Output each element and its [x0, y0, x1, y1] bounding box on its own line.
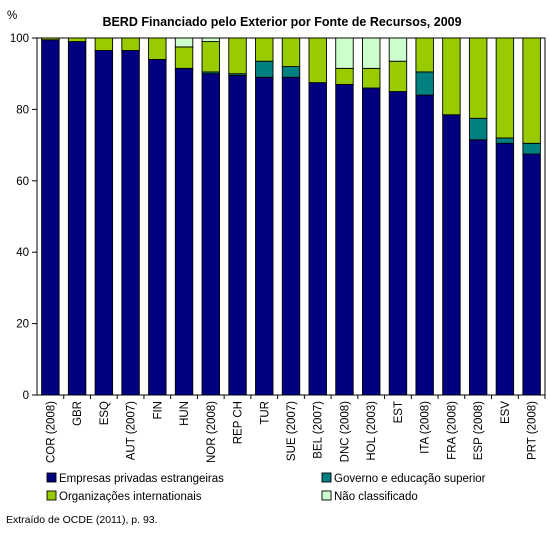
bar-segment-1: [255, 76, 274, 396]
x-tick-label: REP CH: [233, 401, 245, 444]
bar-segment-3: [174, 46, 194, 69]
bar-segment-3: [442, 37, 461, 116]
x-tick-label: PRT (2008): [527, 401, 539, 460]
bar-segment-3: [94, 37, 114, 51]
bar-segment-1: [415, 94, 434, 396]
legend-label: Governo e educação superior: [334, 473, 486, 485]
bar-segment-3: [281, 37, 301, 68]
bar-segment-1: [495, 142, 515, 396]
bar-segment-1: [362, 87, 381, 396]
x-tick-label: AUT (2007): [126, 401, 138, 460]
legend-label: Organizações internationais: [59, 491, 202, 503]
x-tick-label: HOL (2003): [366, 401, 378, 461]
bar-segment-1: [121, 50, 140, 396]
x-tick-label: HUN: [179, 401, 191, 426]
bar-segment-4: [388, 37, 408, 62]
legend-label: Não classificado: [334, 491, 418, 503]
y-tick-label: 40: [16, 247, 29, 259]
bar-segment-3: [255, 37, 274, 62]
x-tick-label: FRA (2008): [446, 401, 458, 460]
bar-segment-1: [442, 114, 461, 396]
bar-segment-2: [281, 66, 301, 78]
bar-segment-4: [174, 37, 194, 48]
x-tick-label: ESQ: [99, 401, 111, 425]
bar-segment-4: [201, 37, 220, 43]
bar-segment-1: [148, 58, 167, 396]
bar-segment-3: [67, 37, 87, 43]
bar-segment-3: [121, 37, 140, 51]
bar-segment-3: [495, 37, 515, 139]
bar-segment-4: [335, 37, 354, 69]
bar-segment-2: [522, 142, 541, 155]
bar-segment-3: [148, 37, 167, 60]
bar-segment-1: [308, 82, 327, 396]
bar-segment-2: [415, 71, 434, 96]
bar-segment-3: [468, 37, 488, 119]
x-tick-label: EST: [393, 401, 405, 423]
source-note: Extraído de OCDE (2011), p. 93.: [6, 514, 158, 526]
y-axis-label: %: [7, 10, 17, 22]
legend-label: Empresas privadas estrangeiras: [59, 473, 224, 485]
bar-segment-1: [522, 153, 541, 396]
bar-segment-1: [281, 76, 301, 396]
x-tick-label: TUR: [259, 401, 271, 425]
bar-segment-3: [201, 41, 220, 73]
x-tick-label: ESP (2008): [473, 401, 485, 460]
x-tick-label: GBR: [72, 401, 84, 426]
bar-segment-1: [201, 73, 220, 396]
bar-segment-1: [41, 39, 60, 396]
bar-segment-1: [94, 50, 114, 396]
bar-segment-3: [522, 37, 541, 144]
x-tick-label: SUE (2007): [286, 401, 298, 461]
y-tick-label: 100: [10, 33, 29, 45]
bar-segment-1: [335, 83, 354, 396]
bar-segment-1: [67, 41, 87, 396]
chart-title: BERD Financiado pelo Exterior por Fonte …: [102, 15, 461, 29]
legend-swatch: [46, 490, 57, 501]
bar-segment-3: [362, 67, 381, 89]
legend-swatch: [46, 472, 57, 483]
x-tick-label: DNC (2008): [339, 401, 351, 463]
x-tick-label: ITA (2008): [420, 401, 432, 454]
bar-segment-2: [495, 137, 515, 144]
y-tick-label: 80: [16, 104, 29, 116]
plot-area: 0 20 40 60 80 100 COR (2008) GBR ESQ AUT (2007) FI…: [10, 33, 546, 463]
bar-segment-3: [335, 67, 354, 85]
x-tick-label: NOR (2008): [206, 401, 218, 463]
bar-segment-3: [388, 60, 408, 92]
bar-segment-1: [388, 91, 408, 396]
x-tick-label: BEL (2007): [313, 401, 325, 459]
bar-segment-2: [468, 117, 488, 141]
x-tick-label: ESV: [500, 401, 512, 424]
legend-swatch: [321, 472, 332, 483]
bar-segment-2: [255, 60, 274, 78]
y-tick-label: 20: [16, 319, 29, 331]
bar-segment-4: [362, 37, 381, 69]
x-tick-label: COR (2008): [45, 401, 57, 463]
bar-segment-1: [174, 67, 194, 396]
bar-segment-3: [308, 37, 327, 84]
y-tick-label: 0: [23, 390, 29, 402]
bar-segment-3: [415, 37, 434, 73]
x-tick-label: FIN: [152, 401, 164, 420]
bar-segment-3: [41, 37, 60, 41]
bar-segment-3: [228, 37, 247, 75]
bar-segment-1: [468, 139, 488, 396]
bar-segment-1: [228, 75, 247, 396]
legend: Empresas privadas estrangeiras Governo e …: [46, 472, 486, 503]
legend-swatch: [321, 490, 332, 501]
y-tick-label: 60: [16, 176, 29, 188]
